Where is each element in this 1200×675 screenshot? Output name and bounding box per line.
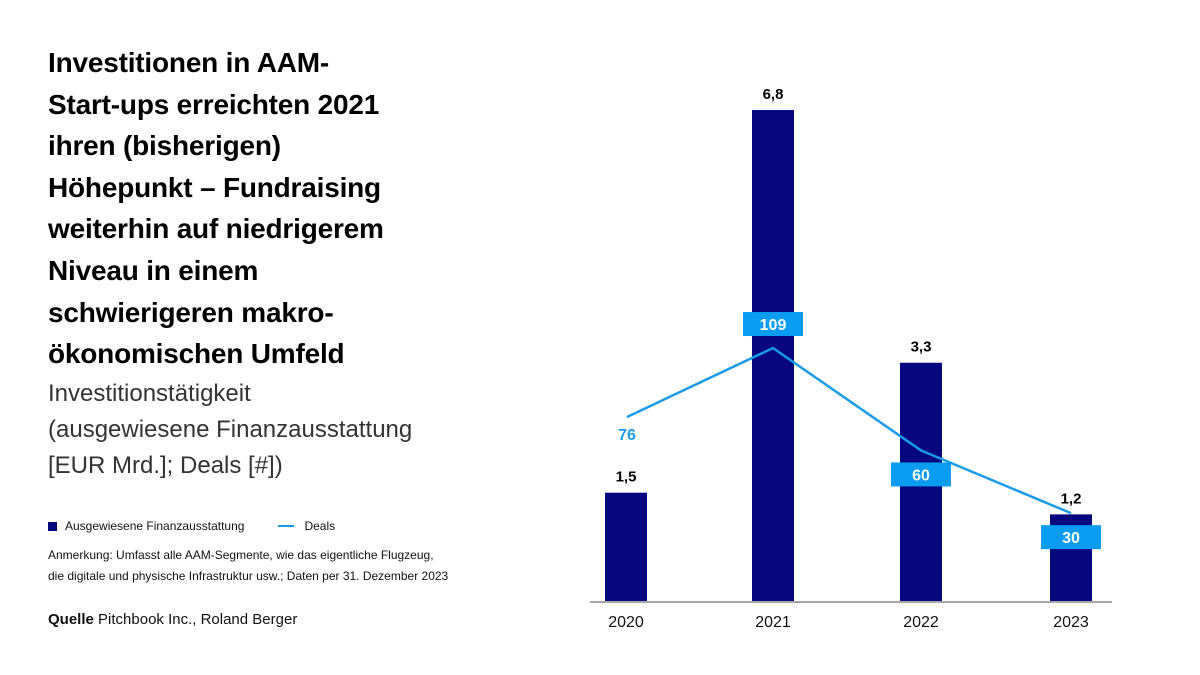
title-line: Höhepunkt – Fundraising [48, 171, 381, 203]
subtitle-line: [EUR Mrd.]; Deals [#]) [48, 452, 283, 479]
bar-value-label: 1,2 [1061, 490, 1082, 507]
x-tick-label: 2022 [903, 614, 939, 631]
source: Quelle Pitchbook Inc., Roland Berger [48, 611, 297, 628]
title-line: ihren (bisherigen) [48, 130, 281, 162]
title-line: schwierigeren makro- [48, 296, 334, 328]
source-label: Quelle [48, 611, 94, 628]
bar-value-label: 1,5 [616, 469, 637, 486]
legend-bar-swatch [48, 521, 57, 531]
legend: Ausgewiesene Finanzausstattung Deals [48, 519, 335, 533]
bar-2020 [605, 492, 647, 601]
legend-line-swatch [278, 525, 295, 527]
note-line: die digitale und physische Infrastruktur… [48, 569, 449, 583]
deals-label-box [891, 462, 951, 487]
chart-subtitle: Investitionstätigkeit (ausgewiesene Fina… [48, 376, 518, 484]
subtitle-line: (ausgewiesene Finanzausstattung [48, 416, 413, 443]
subtitle-line: Investitionstätigkeit [48, 380, 251, 407]
note-line: Anmerkung: Umfasst alle AAM-Segmente, wi… [48, 548, 434, 562]
deals-value-label: 109 [760, 317, 787, 334]
deals-line [626, 346, 1072, 515]
bar-value-label: 3,3 [911, 339, 932, 356]
deals-value-label: 30 [1062, 530, 1080, 547]
deals-value-label: 60 [912, 467, 930, 484]
x-tick-label: 2020 [608, 614, 644, 631]
title-line: Start-ups erreichten 2021 [48, 88, 380, 120]
legend-bar-label: Ausgewiesene Finanzausstattung [65, 519, 245, 533]
deals-value-label: 76 [618, 427, 636, 444]
footnote: Anmerkung: Umfasst alle AAM-Segmente, wi… [48, 545, 448, 587]
title-line: Niveau in einem [48, 254, 259, 286]
legend-line-label: Deals [304, 519, 336, 533]
bar-value-label: 6,8 [763, 86, 784, 103]
title-line: ökonomischen Umfeld [48, 338, 345, 370]
x-tick-label: 2023 [1053, 614, 1089, 631]
chart-title: Investitionen in AAM- Start-ups erreicht… [48, 42, 518, 375]
deals-label-box [1041, 525, 1101, 550]
deals-label-box [743, 312, 803, 337]
title-line: Investitionen in AAM- [48, 47, 329, 78]
title-line: weiterhin auf niedrigerem [48, 213, 384, 245]
source-text: Pitchbook Inc., Roland Berger [98, 611, 298, 628]
x-tick-label: 2021 [755, 614, 791, 631]
